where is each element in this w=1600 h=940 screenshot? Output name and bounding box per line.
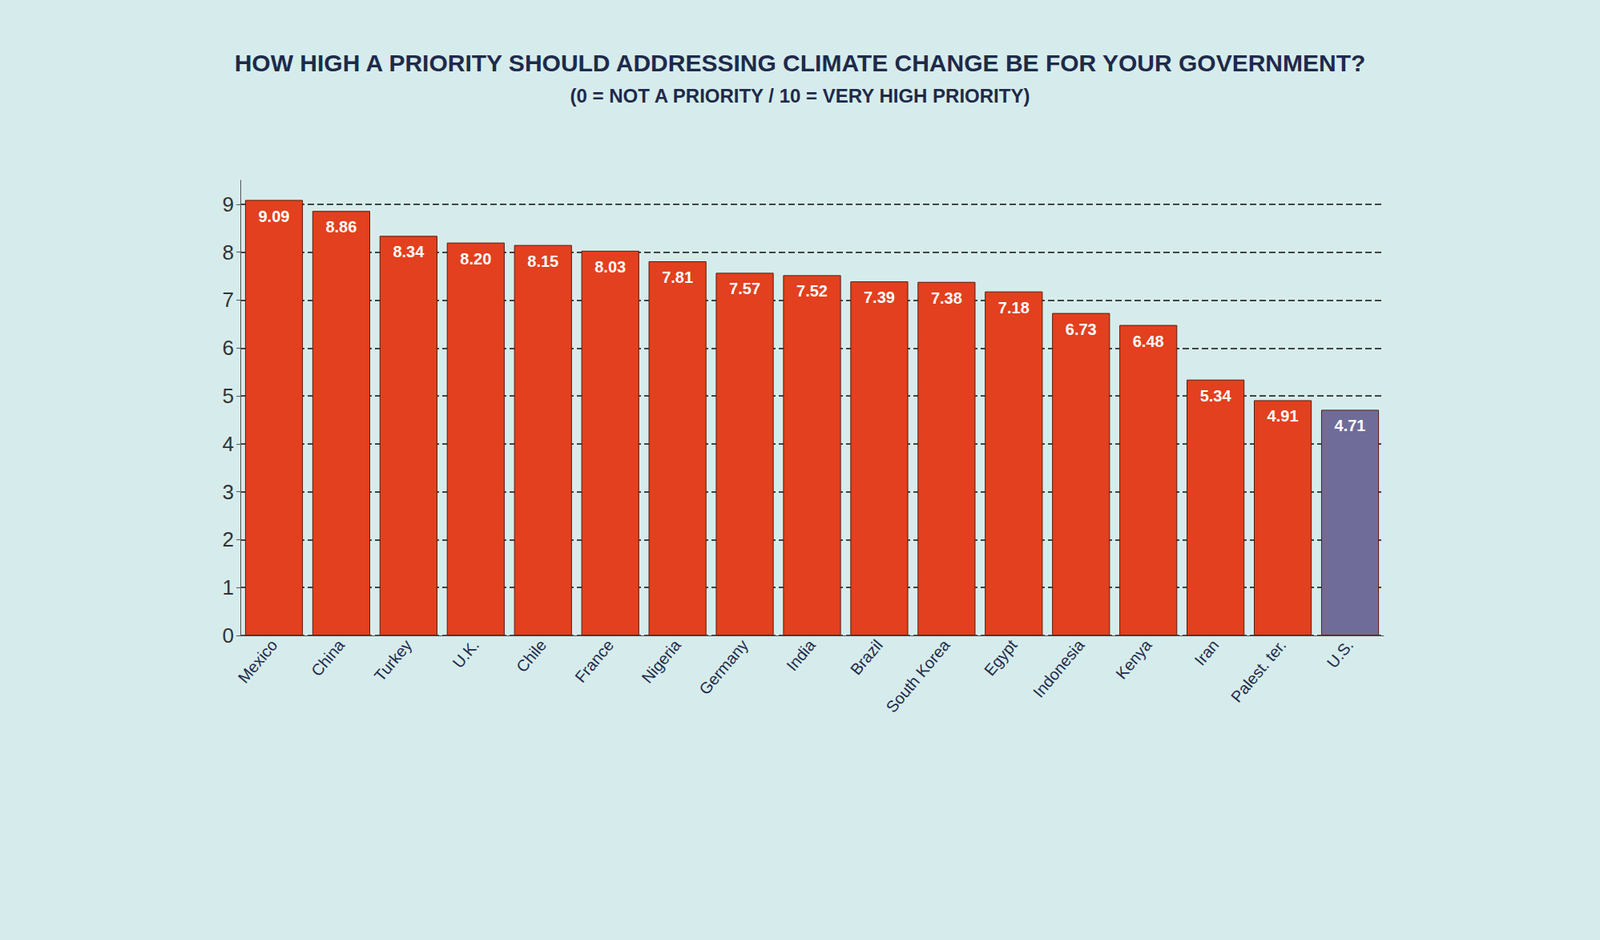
svg-text:7: 7 xyxy=(222,287,234,312)
svg-text:6.48: 6.48 xyxy=(1132,332,1165,351)
svg-text:8.15: 8.15 xyxy=(527,252,559,271)
svg-text:8.20: 8.20 xyxy=(459,249,492,268)
svg-text:7.38: 7.38 xyxy=(930,289,963,307)
svg-text:8.03: 8.03 xyxy=(594,257,626,276)
svg-text:Brazil: Brazil xyxy=(846,636,887,678)
svg-text:U.K.: U.K. xyxy=(448,636,483,672)
svg-text:Turkey: Turkey xyxy=(370,636,416,685)
svg-text:3: 3 xyxy=(222,479,234,504)
svg-text:8.86: 8.86 xyxy=(325,217,357,236)
svg-text:8: 8 xyxy=(222,240,234,265)
svg-text:6: 6 xyxy=(222,335,234,360)
svg-text:(0 = NOT A PRIORITY / 10 = VER: (0 = NOT A PRIORITY / 10 = VERY HIGH PRI… xyxy=(570,84,1031,107)
svg-text:9.09: 9.09 xyxy=(258,207,291,226)
svg-text:4.71: 4.71 xyxy=(1334,416,1367,435)
svg-text:Iran: Iran xyxy=(1191,636,1223,670)
svg-text:China: China xyxy=(307,635,349,680)
svg-text:Egypt: Egypt xyxy=(980,636,1021,680)
svg-text:Mexico: Mexico xyxy=(234,636,282,687)
svg-text:7.18: 7.18 xyxy=(998,298,1030,317)
svg-text:2: 2 xyxy=(222,527,234,552)
svg-text:U.S.: U.S. xyxy=(1323,636,1358,672)
svg-text:France: France xyxy=(571,636,617,686)
svg-text:India: India xyxy=(782,635,819,674)
svg-text:6.73: 6.73 xyxy=(1065,320,1097,339)
svg-text:7.81: 7.81 xyxy=(661,268,694,287)
svg-text:8.34: 8.34 xyxy=(392,242,425,261)
svg-text:7.52: 7.52 xyxy=(796,282,828,300)
svg-text:7.39: 7.39 xyxy=(863,288,895,307)
svg-text:Nigeria: Nigeria xyxy=(637,635,685,686)
svg-text:Palest. ter.: Palest. ter. xyxy=(1227,636,1290,706)
svg-text:1: 1 xyxy=(222,575,234,600)
svg-text:South Korea: South Korea xyxy=(882,635,954,716)
svg-text:Kenya: Kenya xyxy=(1112,635,1156,682)
svg-text:4.91: 4.91 xyxy=(1267,407,1299,425)
svg-text:Germany: Germany xyxy=(695,636,752,698)
svg-text:Indonesia: Indonesia xyxy=(1029,635,1089,701)
svg-text:0: 0 xyxy=(222,623,234,648)
svg-text:Chile: Chile xyxy=(512,636,550,676)
svg-text:7.57: 7.57 xyxy=(729,279,761,298)
svg-text:9: 9 xyxy=(222,192,234,217)
svg-text:5: 5 xyxy=(222,383,234,408)
svg-text:4: 4 xyxy=(222,431,234,456)
svg-text:5.34: 5.34 xyxy=(1200,386,1233,405)
svg-text:HOW HIGH A PRIORITY SHOULD ADD: HOW HIGH A PRIORITY SHOULD ADDRESSING CL… xyxy=(234,49,1367,77)
